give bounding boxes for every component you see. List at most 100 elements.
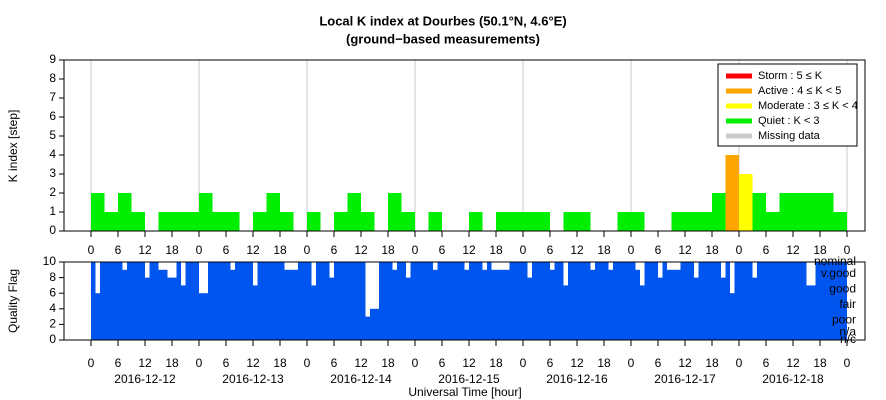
bar [433,269,438,340]
bar [244,262,249,340]
bar [437,262,442,340]
bar [590,269,595,340]
bar [266,262,271,340]
bar [685,262,690,340]
x-tick-label: 18 [489,356,503,370]
bar [325,262,330,340]
legend-label: Moderate : 3 ≤ K < 4 [758,100,858,112]
x-tick-label: 0 [844,356,851,370]
bar [608,269,613,340]
bar [496,212,510,231]
bar [482,269,487,340]
bar [685,212,699,231]
bar [689,262,694,340]
quality-level-label: v.good [821,266,856,280]
x-tick-label: 12 [570,243,584,257]
bar [595,262,600,340]
x-tick-label: 6 [547,243,554,257]
y-tick-label: 6 [49,285,56,299]
x-tick-label: 0 [412,356,419,370]
bar [662,262,667,340]
bar [739,174,753,231]
bar [293,269,298,340]
y-tick-label: 1 [49,204,56,218]
date-label: 2016-12-13 [222,372,284,386]
bar [613,262,618,340]
bar [833,212,847,231]
date-label: 2016-12-16 [546,372,608,386]
bar [118,262,123,340]
bar [577,262,582,340]
bar [815,262,820,340]
bar [154,262,159,340]
bar [586,262,591,340]
bar [667,269,672,340]
bar [793,262,798,340]
bar [122,269,127,340]
bar [617,212,631,231]
x-tick-label: 12 [246,356,260,370]
quality-level-label: n/a [839,324,856,338]
x-tick-label: 6 [439,356,446,370]
x-tick-label: 18 [705,356,719,370]
bar [838,262,843,340]
bar [496,269,501,340]
x-tick-label: 6 [439,243,446,257]
bar [469,262,474,340]
x-tick-label: 12 [678,243,692,257]
bar [199,293,204,340]
bar [118,193,132,231]
bar [473,262,478,340]
bar [361,262,366,340]
bar [446,262,451,340]
bar [298,262,303,340]
bar [716,262,721,340]
bar [163,269,168,340]
bar [784,262,789,340]
bar [766,212,780,231]
bar [635,269,640,340]
bar [748,262,753,340]
x-tick-label: 0 [844,243,851,257]
x-tick-label: 6 [223,243,230,257]
bar [532,262,537,340]
date-label: 2016-12-14 [330,372,392,386]
bar [770,262,775,340]
bar [172,277,177,340]
y-tick-label: 2 [49,185,56,199]
bar [442,262,447,340]
x-tick-label: 0 [196,243,203,257]
bar [622,262,627,340]
bar [694,277,699,340]
x-tick-label: 18 [165,356,179,370]
bar [779,193,793,231]
bar [109,262,114,340]
x-tick-label: 12 [354,356,368,370]
bar [658,277,663,340]
bar [190,262,195,340]
bar [455,262,460,340]
x-tick-label: 0 [520,243,527,257]
y-tick-label: 3 [49,166,56,180]
bar [185,262,190,340]
x-tick-label: 12 [462,356,476,370]
bar [383,262,388,340]
bar [136,262,141,340]
x-tick-label: 0 [520,356,527,370]
bar [392,269,397,340]
bar [802,262,807,340]
date-label: 2016-12-12 [114,372,176,386]
bar [275,262,280,340]
bar [676,269,681,340]
bar [644,262,649,340]
y-tick-label: 2 [49,317,56,331]
bar [577,212,591,231]
bar [334,212,348,231]
x-tick-label: 12 [570,356,584,370]
bar [316,262,321,340]
bar [712,262,717,340]
x-tick-label: 0 [736,243,743,257]
bar [523,262,528,340]
date-label: 2016-12-18 [762,372,824,386]
bar [230,269,235,340]
